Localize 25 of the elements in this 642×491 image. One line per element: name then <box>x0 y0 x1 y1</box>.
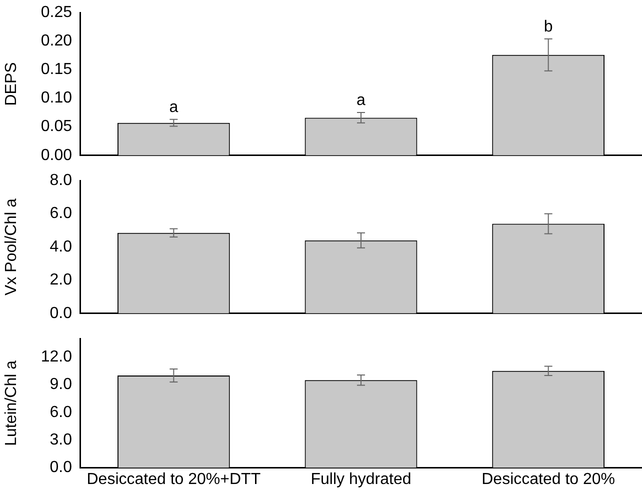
y-tick-label: 12.0 <box>40 348 72 366</box>
y-tick-label: 0.05 <box>40 118 72 136</box>
y-tick-label: 2.0 <box>50 272 72 289</box>
annotation: a <box>356 92 366 109</box>
y-tick-label: 0.20 <box>40 32 72 50</box>
y-tick-label: 0.00 <box>40 146 72 164</box>
y-tick-label: 0.0 <box>50 459 72 476</box>
annotation: b <box>544 18 553 36</box>
y-tick-label: 6.0 <box>50 205 72 222</box>
x-tick-label: Fully hydrated <box>310 470 412 488</box>
y-tick-label: 0.0 <box>50 304 72 322</box>
y-tick-label: 0.15 <box>40 61 72 78</box>
y-tick-label: 0.10 <box>40 90 72 107</box>
y-axis-title: Vx Pool/Chl a <box>3 198 20 296</box>
y-axis-title: DEPS <box>3 62 20 106</box>
y-tick-label: 8.0 <box>50 172 72 190</box>
x-tick-label: Desiccated to 20%+DTT <box>86 470 261 488</box>
y-tick-label: 9.0 <box>50 376 72 394</box>
y-tick-label: 0.25 <box>40 4 72 22</box>
x-tick-label: Desiccated to 20% <box>482 470 616 488</box>
annotation: a <box>169 98 178 116</box>
y-axis-title: Lutein/Chl a <box>3 360 20 446</box>
y-tick-label: 3.0 <box>50 432 72 449</box>
y-tick-label: 4.0 <box>50 238 72 256</box>
y-tick-label: 6.0 <box>50 404 72 421</box>
